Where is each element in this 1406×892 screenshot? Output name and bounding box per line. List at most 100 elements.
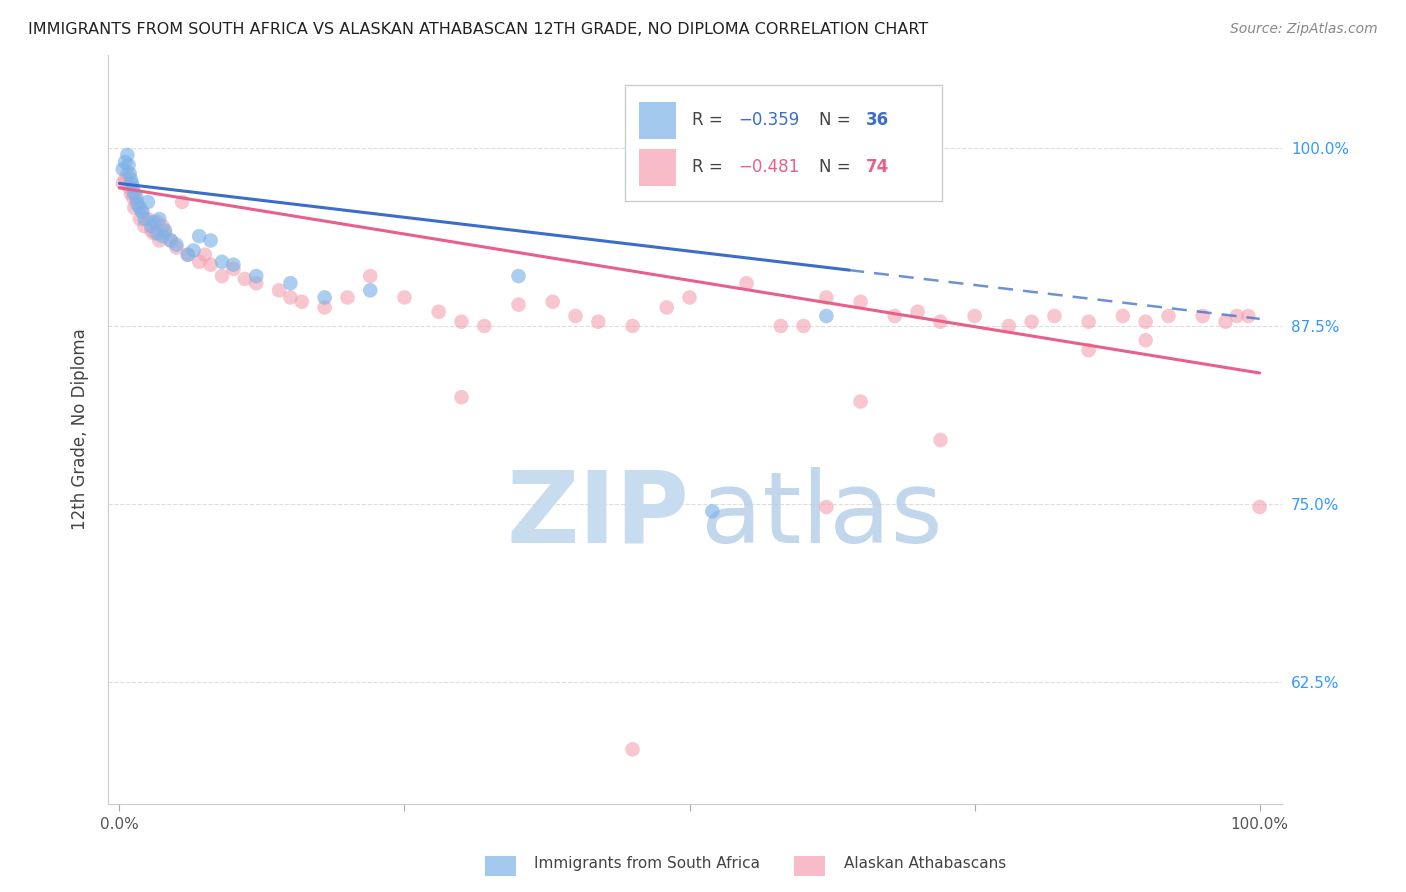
Point (1226, 309, 1249, 323)
FancyBboxPatch shape (638, 102, 676, 139)
Point (655, 301, 678, 315)
Point (200, 258, 222, 272)
Point (141, 219, 163, 234)
Text: R =: R = (692, 112, 728, 129)
Text: atlas: atlas (702, 467, 943, 564)
Point (678, 290, 700, 304)
Point (1112, 309, 1135, 323)
Point (1237, 309, 1260, 323)
Point (121, 177, 143, 191)
Point (450, 315, 472, 329)
Point (125, 194, 148, 209)
Point (111, 177, 134, 191)
Point (280, 290, 302, 304)
Point (148, 212, 170, 227)
Point (588, 315, 610, 329)
Point (211, 255, 233, 269)
Text: −0.481: −0.481 (738, 159, 800, 177)
FancyBboxPatch shape (624, 85, 942, 201)
Point (1021, 315, 1043, 329)
Point (336, 290, 359, 304)
Point (769, 318, 792, 333)
Point (394, 290, 416, 304)
Point (427, 304, 450, 318)
Text: Alaskan Athabascans: Alaskan Athabascans (844, 856, 1005, 871)
Point (621, 742, 644, 756)
Point (815, 290, 838, 304)
Text: Immigrants from South Africa: Immigrants from South Africa (534, 856, 761, 871)
Point (152, 229, 174, 244)
Text: −0.359: −0.359 (738, 112, 800, 129)
Point (359, 269, 381, 284)
Point (125, 191, 148, 205)
Point (120, 172, 142, 186)
Point (508, 269, 530, 284)
Point (152, 219, 174, 234)
Point (118, 180, 141, 194)
Point (114, 172, 136, 186)
Point (291, 294, 314, 309)
Point (702, 504, 724, 518)
Point (245, 277, 267, 291)
Text: R =: R = (692, 159, 728, 177)
Point (359, 283, 381, 297)
Point (172, 194, 194, 209)
Point (142, 215, 165, 229)
Point (883, 309, 905, 323)
Point (929, 315, 952, 329)
Point (815, 500, 838, 514)
Point (907, 304, 929, 318)
Point (735, 277, 758, 291)
Y-axis label: 12th Grade, No Diploma: 12th Grade, No Diploma (72, 328, 89, 530)
Point (472, 318, 495, 333)
Point (129, 201, 152, 215)
Point (280, 277, 302, 291)
Point (222, 258, 245, 272)
Point (177, 248, 200, 262)
Point (122, 191, 145, 205)
Text: N =: N = (818, 112, 855, 129)
Point (131, 205, 153, 219)
Point (117, 158, 139, 172)
Text: Source: ZipAtlas.com: Source: ZipAtlas.com (1230, 22, 1378, 37)
Point (200, 234, 222, 248)
Point (134, 219, 156, 234)
Point (148, 234, 170, 248)
Point (1135, 315, 1157, 329)
Point (114, 155, 136, 169)
Point (929, 433, 952, 447)
Point (233, 272, 256, 286)
Point (136, 194, 159, 209)
Point (849, 294, 872, 309)
Point (1215, 315, 1237, 329)
Point (127, 198, 149, 212)
Point (165, 237, 187, 252)
Text: ZIP: ZIP (506, 467, 689, 564)
Point (122, 201, 145, 215)
Point (129, 212, 152, 227)
Point (849, 394, 872, 409)
Point (1135, 333, 1157, 347)
Point (120, 186, 142, 201)
Point (188, 255, 211, 269)
Point (222, 262, 245, 277)
Text: IMMIGRANTS FROM SOUTH AFRICA VS ALASKAN ATHABASCAN 12TH GRADE, NO DIPLOMA CORREL: IMMIGRANTS FROM SOUTH AFRICA VS ALASKAN … (28, 22, 928, 37)
Point (1157, 309, 1180, 323)
Point (211, 269, 233, 284)
Point (183, 244, 205, 258)
Point (146, 227, 169, 241)
Point (815, 309, 838, 323)
Point (142, 227, 165, 241)
Point (122, 180, 145, 194)
Point (1191, 309, 1213, 323)
Point (1077, 343, 1099, 358)
Point (267, 283, 290, 297)
Point (146, 215, 169, 229)
Point (1043, 309, 1066, 323)
Point (245, 269, 267, 284)
Point (117, 166, 139, 180)
Point (136, 212, 159, 227)
Point (1249, 500, 1271, 514)
Point (194, 248, 217, 262)
Point (159, 234, 181, 248)
